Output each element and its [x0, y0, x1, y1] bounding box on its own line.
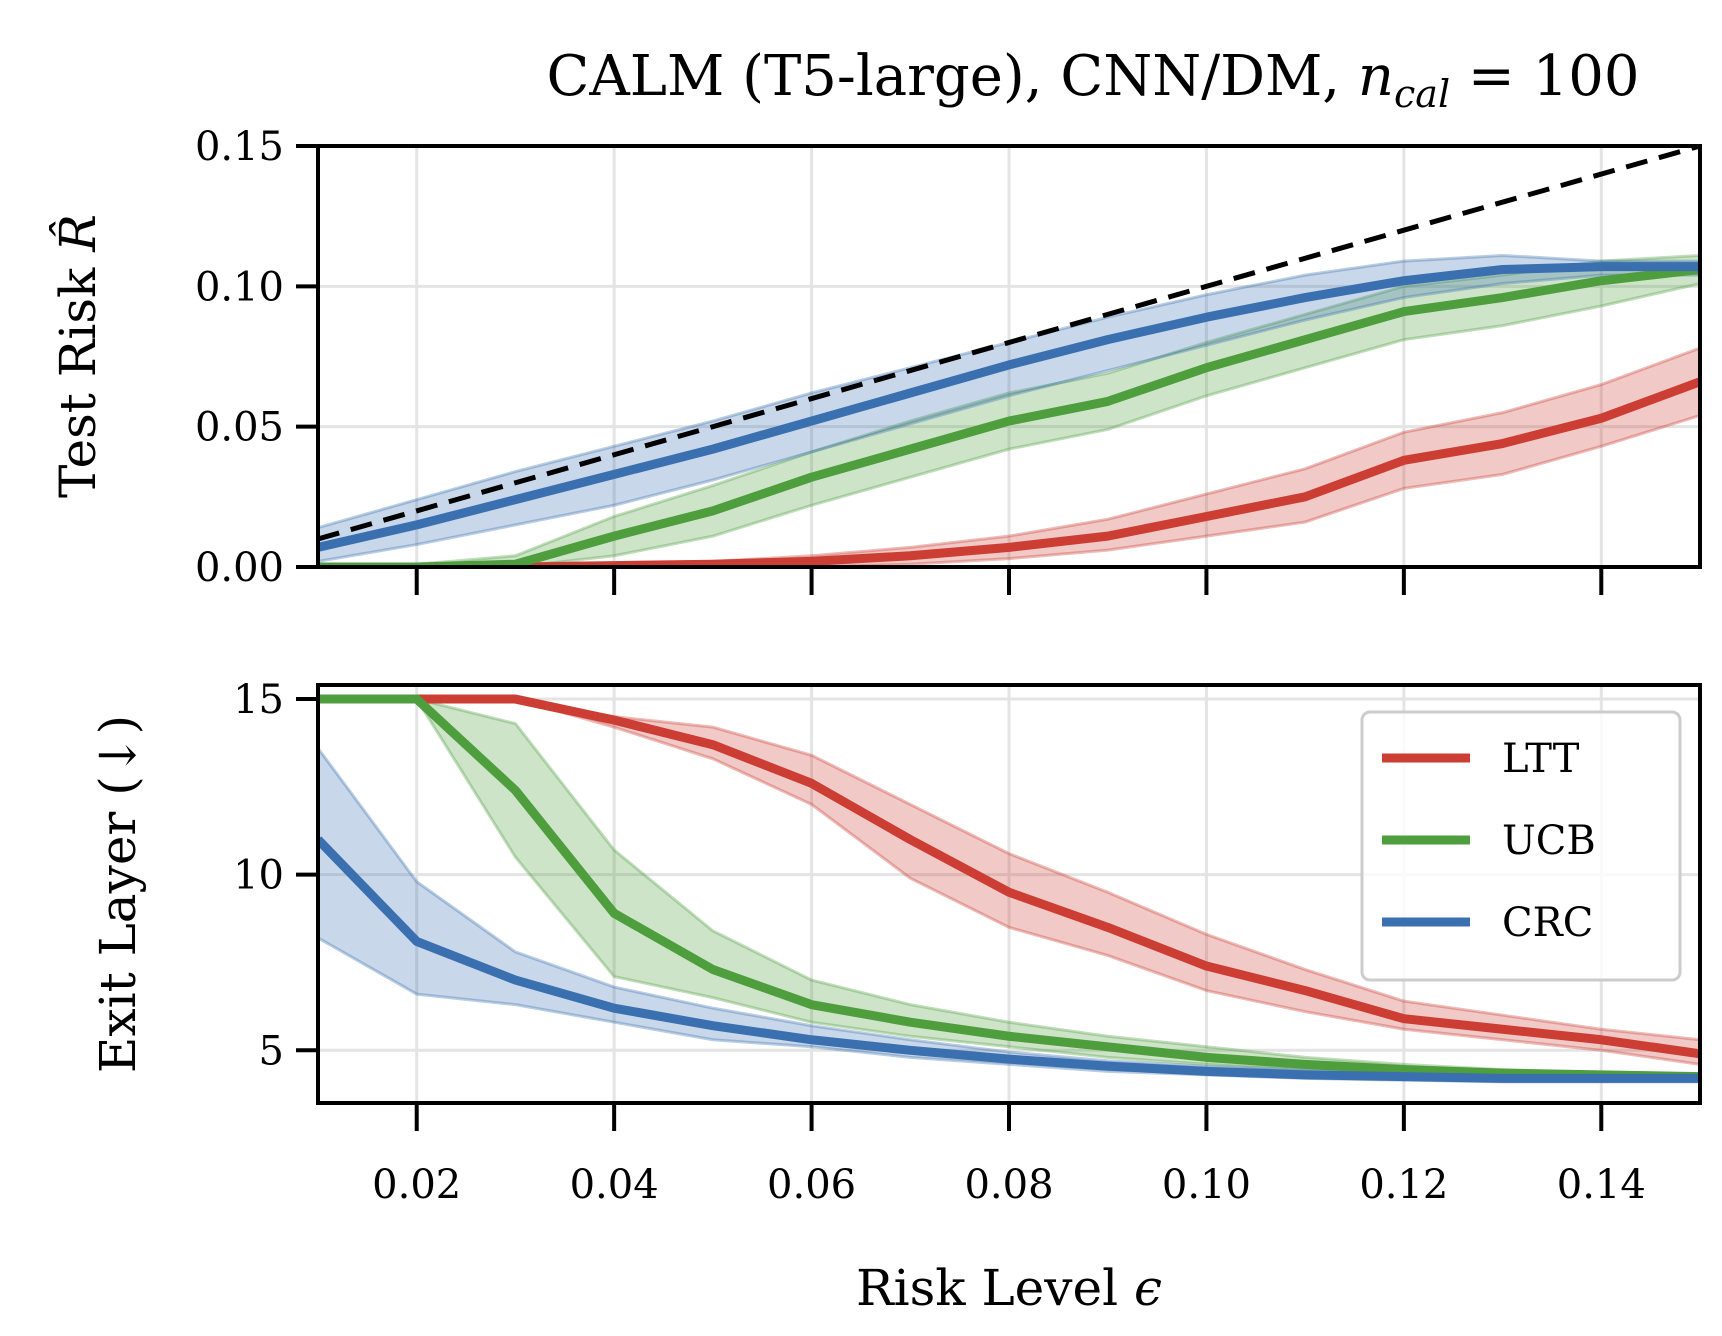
bottom-line-ucb	[318, 694, 1700, 1082]
top-band-ucb	[318, 255, 1700, 567]
y-tick-label: 5	[259, 1028, 284, 1074]
bottom-yticks: 5 10 15	[233, 677, 318, 1074]
x-tick-label: 0.14	[1557, 1162, 1646, 1208]
bottom-lines	[318, 694, 1700, 1083]
bottom-band-crc	[318, 748, 1700, 1082]
x-tick-label: 0.02	[372, 1162, 461, 1208]
chart-title: CALM (T5-large), CNN/DM, ncal = 100	[546, 44, 1639, 116]
legend: LTT UCB CRC	[1360, 710, 1682, 982]
x-tick-label: 0.12	[1359, 1162, 1448, 1208]
top-band-crc	[318, 255, 1700, 562]
bottom-y-axis-label: Exit Layer (↓)	[89, 715, 147, 1073]
top-reference-line	[318, 146, 1700, 542]
x-axis-label: Risk Level ϵ	[856, 1259, 1162, 1317]
chart-title-text: CALM (T5-large), CNN/DM,	[546, 44, 1357, 109]
legend-box	[1360, 710, 1682, 982]
chart-title-math-sub: cal	[1394, 72, 1450, 116]
y-tick-label: 0.15	[195, 124, 284, 170]
top-yticks: 0.00 0.05 0.10 0.15	[195, 124, 318, 591]
x-axis-symbol: ϵ	[1134, 1259, 1162, 1317]
legend-label-crc: CRC	[1502, 900, 1593, 946]
x-tick-label: 0.06	[767, 1162, 856, 1208]
legend-entries: LTT UCB CRC	[1382, 736, 1596, 946]
top-line-ucb	[318, 265, 1700, 567]
bottom-line-crc	[318, 836, 1700, 1083]
top-band-lower-crc	[318, 273, 1700, 563]
top-y-axis-symbol: R̂	[48, 214, 107, 253]
x-tick-label: 0.10	[1162, 1162, 1251, 1208]
x-tick-label: 0.04	[570, 1162, 659, 1208]
y-tick-label: 0.05	[195, 405, 284, 451]
top-line-crc	[318, 262, 1700, 552]
top-xticks	[414, 567, 1604, 595]
bottom-band-ltt	[318, 699, 1700, 1065]
bottom-line-ltt	[318, 694, 1700, 1059]
bottom-xticks: 0.02 0.04 0.06 0.08 0.10 0.12 0.14	[372, 1103, 1646, 1208]
y-tick-label: 15	[233, 677, 284, 723]
chart-title-math-rest: = 100	[1450, 44, 1639, 109]
x-tick-label: 0.08	[964, 1162, 1053, 1208]
top-band-upper-ucb	[318, 253, 1700, 567]
y-tick-label: 0.00	[195, 545, 284, 591]
bottom-band-ucb	[318, 699, 1700, 1079]
y-tick-label: 10	[233, 853, 284, 899]
chart-title-math-n: n	[1358, 44, 1394, 109]
y-tick-label: 0.10	[195, 264, 284, 310]
legend-label-ltt: LTT	[1502, 736, 1580, 782]
top-panel: 0.00 0.05 0.10 0.15 Test Risk R̂	[48, 124, 1702, 595]
top-y-axis-label: Test Risk R̂	[48, 214, 107, 498]
top-band-lower-ltt	[318, 414, 1700, 567]
legend-label-ucb: UCB	[1502, 818, 1596, 864]
bottom-panel: 5 10 15 0.02 0.04 0.06 0.08 0.10 0.12 0.14 Exit …	[89, 677, 1702, 1317]
